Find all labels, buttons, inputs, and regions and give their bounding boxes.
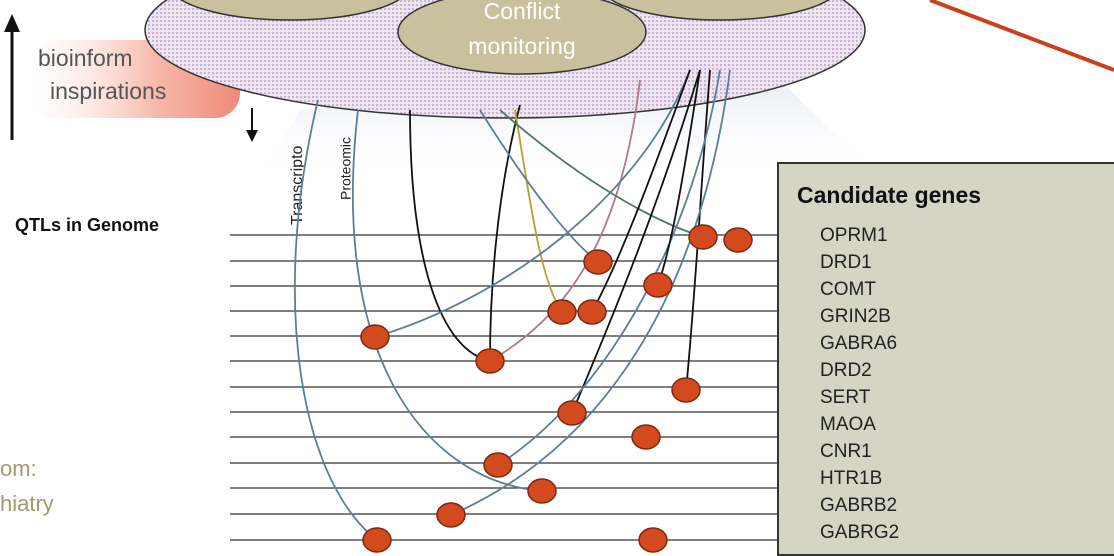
qtl-dots	[360, 224, 753, 553]
gene: HTR1B	[820, 468, 882, 489]
arrowhead	[4, 14, 20, 32]
gene: GRIN2B	[820, 306, 891, 327]
footer-text: hiatry	[0, 491, 54, 516]
gene: GABRG2	[820, 522, 899, 543]
omics-label: Transcripto	[289, 145, 306, 225]
gene-box-title: Candidate genes	[797, 182, 981, 208]
arrow-label: inspirations	[50, 78, 166, 104]
gene-list: OPRM1 DRD1 COMT GRIN2B GABRA6 DRD2 SERT MAOA CNR…	[820, 225, 899, 543]
arrow-label: bioinform	[38, 45, 133, 71]
connector	[929, 0, 1114, 72]
gene: OPRM1	[820, 225, 888, 246]
gene-box	[777, 162, 1114, 556]
gene: GABRA6	[820, 333, 897, 354]
footer-text: om:	[0, 456, 37, 481]
gene: MAOA	[820, 414, 876, 435]
arrowhead	[246, 130, 258, 142]
gene: DRD2	[820, 360, 872, 381]
module-label: Conflict	[484, 0, 561, 24]
module-label: monitoring	[468, 33, 575, 59]
omics-label: Proteomic	[338, 137, 354, 200]
genome-label: QTLs in Genome	[15, 215, 159, 235]
gene: SERT	[820, 387, 871, 408]
module	[610, 0, 830, 21]
gene: DRD1	[820, 252, 872, 273]
module	[180, 0, 400, 21]
module	[397, 0, 647, 75]
gene: COMT	[820, 279, 876, 300]
gene: GABRB2	[820, 495, 897, 516]
gene: CNR1	[820, 441, 872, 462]
